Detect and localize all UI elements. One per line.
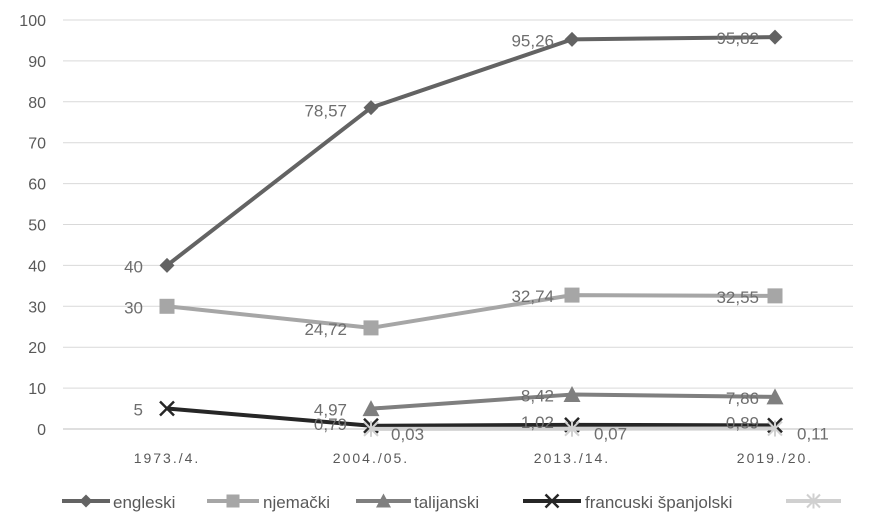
y-tick-label: 20 — [28, 340, 46, 357]
x-tick-label: 2019./20. — [737, 450, 813, 466]
y-tick-label: 100 — [19, 13, 46, 30]
data-label: 4,97 — [314, 401, 347, 420]
y-axis: 0 10 20 30 40 50 60 70 80 90 100 — [19, 13, 46, 439]
data-labels: 40 78,57 95,26 95,82 30 24,72 32,74 32,55 4,97 8,… — [124, 29, 829, 444]
legend-label: talijanski — [414, 493, 479, 512]
x-tick-label: 1973./4. — [134, 450, 201, 466]
y-tick-label: 30 — [28, 299, 46, 316]
y-tick-label: 10 — [28, 381, 46, 398]
data-point — [767, 288, 783, 304]
y-tick-label: 90 — [28, 54, 46, 71]
data-point — [159, 400, 175, 417]
data-point — [363, 320, 379, 336]
y-tick-label: 40 — [28, 258, 46, 275]
data-label: 0,07 — [594, 425, 627, 444]
y-tick-label: 60 — [28, 177, 46, 194]
data-label: 7,86 — [726, 389, 759, 408]
x-tick-label: 2004./05. — [333, 450, 409, 466]
data-point — [363, 420, 379, 437]
y-tick-label: 70 — [28, 136, 46, 153]
data-label: 24,72 — [304, 320, 347, 339]
data-label: 78,57 — [304, 102, 347, 121]
y-tick-label: 50 — [28, 218, 46, 235]
y-tick-label: 80 — [28, 95, 46, 112]
data-point — [767, 29, 783, 45]
series-line — [166, 406, 776, 428]
legend-label: engleski — [113, 493, 175, 512]
legend-label: njemački — [263, 493, 330, 512]
legend-label: francuski španjolski — [585, 493, 732, 512]
data-point — [544, 493, 560, 509]
data-label: 0,03 — [391, 425, 424, 444]
legend-item: engleski — [62, 493, 175, 512]
legend-item: talijanski — [356, 493, 479, 512]
series-line — [165, 35, 776, 267]
data-point — [563, 386, 581, 403]
data-label: 32,55 — [716, 288, 759, 307]
data-label: 30 — [124, 298, 143, 317]
data-point — [376, 493, 391, 508]
legend-item — [786, 493, 841, 509]
legend-item: njemački — [207, 493, 330, 512]
data-label: 0,89 — [726, 413, 759, 432]
data-point — [159, 298, 175, 314]
data-label: 5 — [134, 401, 143, 420]
data-label: 95,82 — [716, 29, 759, 48]
data-label: 0,11 — [797, 425, 829, 444]
data-point — [226, 494, 240, 508]
data-point — [362, 400, 380, 417]
data-point — [564, 31, 580, 47]
data-point — [79, 494, 93, 508]
x-axis: 1973./4. 2004./05. 2013./14. 2019./20. — [134, 450, 813, 466]
legend-item: francuski španjolski — [523, 493, 732, 512]
data-point — [766, 388, 784, 405]
series-line — [166, 293, 776, 330]
y-tick-label: 0 — [37, 422, 46, 439]
data-label: 40 — [124, 257, 143, 276]
series-layer — [159, 29, 784, 437]
data-point — [806, 493, 821, 509]
data-label: 8,42 — [521, 387, 554, 406]
data-point — [564, 420, 580, 437]
data-label: 1,02 — [521, 413, 554, 432]
data-label: 95,26 — [511, 31, 554, 50]
data-point — [564, 287, 580, 303]
x-tick-label: 2013./14. — [534, 450, 610, 466]
data-label: 0,79 — [314, 415, 347, 434]
data-point — [363, 100, 379, 116]
data-point — [159, 257, 175, 273]
gridlines — [63, 19, 853, 430]
data-point — [767, 420, 783, 437]
legend: engleski njemački talijanski francuski špan… — [62, 493, 841, 512]
data-label: 32,74 — [511, 287, 554, 306]
